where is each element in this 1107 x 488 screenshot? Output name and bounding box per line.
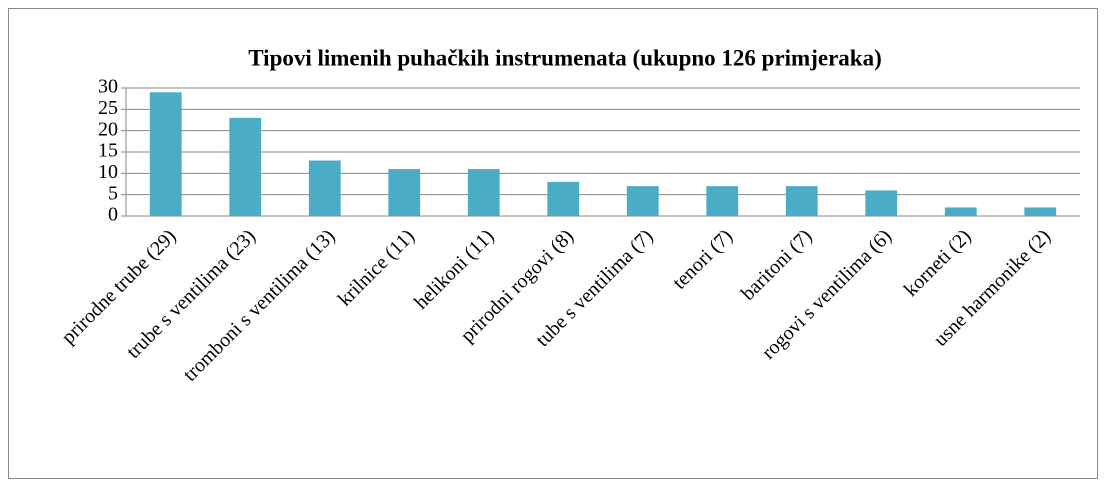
bar: [229, 117, 262, 216]
y-tick-label: 20: [98, 118, 118, 140]
bar: [388, 169, 421, 216]
bar: [1024, 207, 1057, 216]
chart-title: Tipovi limenih puhačkih instrumenata (uk…: [248, 45, 881, 70]
y-tick-label: 5: [108, 182, 118, 204]
bar: [785, 186, 818, 216]
y-tick-label: 0: [108, 204, 118, 226]
y-tick-label: 10: [98, 161, 118, 183]
y-tick-label: 30: [98, 76, 118, 98]
y-tick-label: 15: [98, 140, 118, 162]
bar: [865, 190, 898, 216]
y-tick-label: 25: [98, 97, 118, 119]
bar: [467, 169, 500, 216]
bar: [706, 186, 739, 216]
bar: [308, 160, 341, 216]
chart-border: [8, 8, 1098, 479]
bar: [944, 207, 977, 216]
bar: [626, 186, 659, 216]
bar: [547, 181, 580, 216]
bar: [149, 92, 182, 216]
